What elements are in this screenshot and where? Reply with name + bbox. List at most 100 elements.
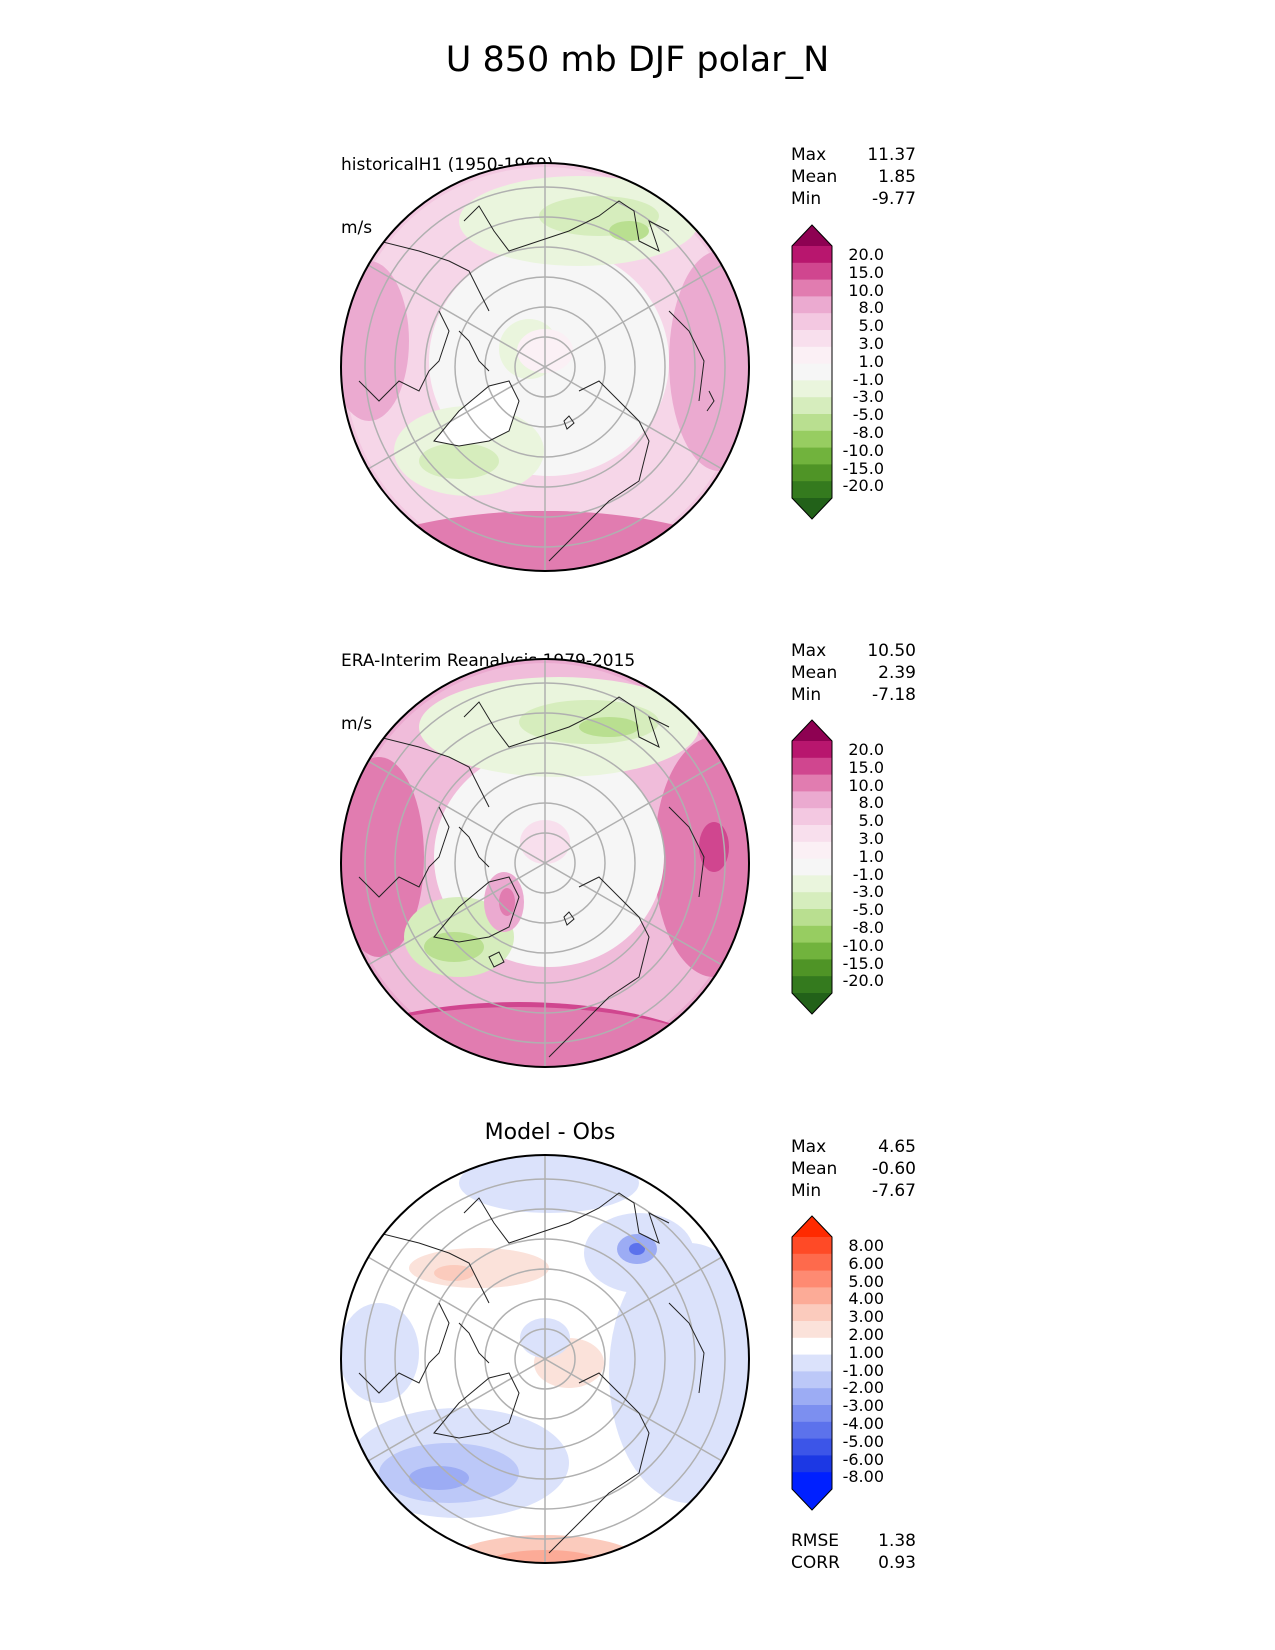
stat-rmse-value: 1.38 [878, 1531, 916, 1551]
stat-label: RMSE [791, 1531, 840, 1551]
colorbar-tick-label: -4.00 [842, 1413, 884, 1433]
colorbar-tick-label: -20.0 [842, 476, 884, 496]
colorbar-tick-label: 20.0 [848, 245, 884, 264]
stat-label: Mean [791, 1159, 838, 1179]
panel-1-colorbar-labels: 20.0 15.0 10.0 8.0 5.0 3.0 1.0 -1.0 -3.0 -5.0 -8.0… [836, 246, 884, 495]
colorbar-swatch [792, 741, 832, 759]
colorbar-tick-label: 2.00 [848, 1324, 884, 1344]
colorbar-swatch [792, 414, 832, 432]
panel-3-error-stats: RMSE 1.38 CORR 0.93 [791, 1530, 916, 1574]
colorbar-outline [791, 719, 833, 1015]
colorbar-tick-label: -15.0 [842, 458, 884, 478]
colorbar-outline [791, 1215, 833, 1511]
panel-1-map [340, 162, 750, 572]
panel-3-atlantic-negative [609, 1243, 749, 1503]
colorbar-swatch [792, 1270, 832, 1288]
stat-min-value: -7.18 [872, 685, 916, 705]
colorbar-extend-bottom [792, 993, 832, 1014]
colorbar-tick-label: -1.00 [842, 1360, 884, 1380]
panel-1-colorbar [791, 224, 833, 520]
colorbar-tick-label: 10.0 [848, 775, 884, 795]
colorbar-swatch [792, 892, 832, 910]
stat-max-value: 10.50 [867, 641, 916, 661]
stat-mean-value: -0.60 [872, 1159, 916, 1179]
colorbar-tick-label: 8.00 [848, 1236, 884, 1255]
colorbar-swatch [792, 1237, 832, 1255]
stat-max-value: 4.65 [878, 1137, 916, 1157]
colorbar-swatch [792, 1354, 832, 1372]
colorbar-tick-label: 3.0 [858, 333, 884, 353]
colorbar-swatch [792, 757, 832, 776]
colorbar-swatch [792, 1287, 832, 1305]
colorbar-tick-label: 10.0 [848, 280, 884, 300]
panel-3-stats: Max 4.65 Mean -0.60 Min -7.67 [791, 1136, 916, 1202]
colorbar-tick-label: -1.0 [852, 864, 884, 884]
panel-2-units: m/s [341, 714, 373, 734]
panel-3-colorbar [791, 1215, 833, 1511]
colorbar-swatch [792, 313, 832, 331]
colorbar-tick-label: 5.0 [858, 316, 884, 336]
panel-1-units: m/s [341, 218, 373, 238]
colorbar-tick-label: -15.0 [842, 953, 884, 973]
colorbar-tick-label: -3.0 [852, 387, 884, 407]
colorbar-swatch [792, 262, 832, 281]
colorbar-tick-label: 20.0 [848, 740, 884, 759]
panel-3-map-boundary [340, 1154, 750, 1564]
panel-2-coastlines [358, 696, 705, 1058]
colorbar-swatch [792, 330, 832, 348]
panel-3-colorbar-labels: 8.00 6.00 5.00 4.00 3.00 2.00 1.00 -1.00 -2.00 -3… [836, 1237, 884, 1486]
colorbar-swatch [792, 1421, 832, 1440]
colorbar-tick-label: -8.0 [852, 422, 884, 442]
stat-label: Min [791, 1181, 822, 1201]
colorbar-swatch [792, 841, 832, 860]
colorbar-tick-label: 8.0 [858, 793, 884, 813]
panel-1-map-boundary [340, 162, 750, 572]
colorbar-swatch [792, 279, 832, 297]
colorbar-tick-label: 15.0 [848, 757, 884, 777]
panel-1-grid [364, 163, 726, 571]
colorbar-swatch [792, 464, 832, 482]
colorbar-tick-label: 5.00 [848, 1271, 884, 1291]
colorbar-swatch [792, 1438, 832, 1456]
colorbar-swatch [792, 246, 832, 264]
colorbar-swatch [792, 363, 832, 381]
colorbar-tick-label: -5.0 [852, 900, 884, 920]
colorbar-swatch [792, 380, 832, 398]
panel-1-atlantic-jet [669, 251, 749, 471]
colorbar-tick-label: -5.0 [852, 405, 884, 425]
panel-2-grid [364, 659, 726, 1067]
colorbar-swatch [792, 808, 832, 826]
colorbar-swatch [792, 791, 832, 809]
stat-label: Max [791, 1137, 827, 1157]
colorbar-swatch [792, 296, 832, 314]
colorbar-swatch [792, 858, 832, 876]
colorbar-swatch [792, 1371, 832, 1389]
panel-3-grid [364, 1155, 726, 1563]
colorbar-extend-bottom [792, 1489, 832, 1510]
colorbar-swatch [792, 1388, 832, 1406]
colorbar-tick-label: -6.00 [842, 1449, 884, 1469]
colorbar-tick-label: -3.0 [852, 882, 884, 902]
colorbar-swatch [792, 976, 832, 994]
stat-label: Min [791, 189, 822, 209]
colorbar-swatch [792, 909, 832, 927]
colorbar-tick-label: 15.0 [848, 262, 884, 282]
colorbar-tick-label: -5.00 [842, 1431, 884, 1451]
colorbar-swatch [792, 481, 832, 499]
colorbar-swatch [792, 959, 832, 977]
stat-corr-value: 0.93 [878, 1553, 916, 1573]
colorbar-tick-label: 1.0 [858, 846, 884, 866]
panel-2-colorbar [791, 719, 833, 1015]
colorbar-tick-label: 3.00 [848, 1307, 884, 1327]
stat-label: Mean [791, 663, 838, 683]
stat-label: Max [791, 641, 827, 661]
panel-3-coastlines [358, 1192, 705, 1554]
colorbar-swatch [792, 1455, 832, 1473]
colorbar-swatch [792, 942, 832, 960]
colorbar-tick-label: 5.0 [858, 811, 884, 831]
colorbar-swatch [792, 1337, 832, 1356]
panel-1-coastlines [358, 200, 715, 562]
colorbar-swatch [792, 774, 832, 792]
figure-title: U 850 mb DJF polar_N [445, 40, 830, 80]
stat-min-value: -7.67 [872, 1181, 916, 1201]
